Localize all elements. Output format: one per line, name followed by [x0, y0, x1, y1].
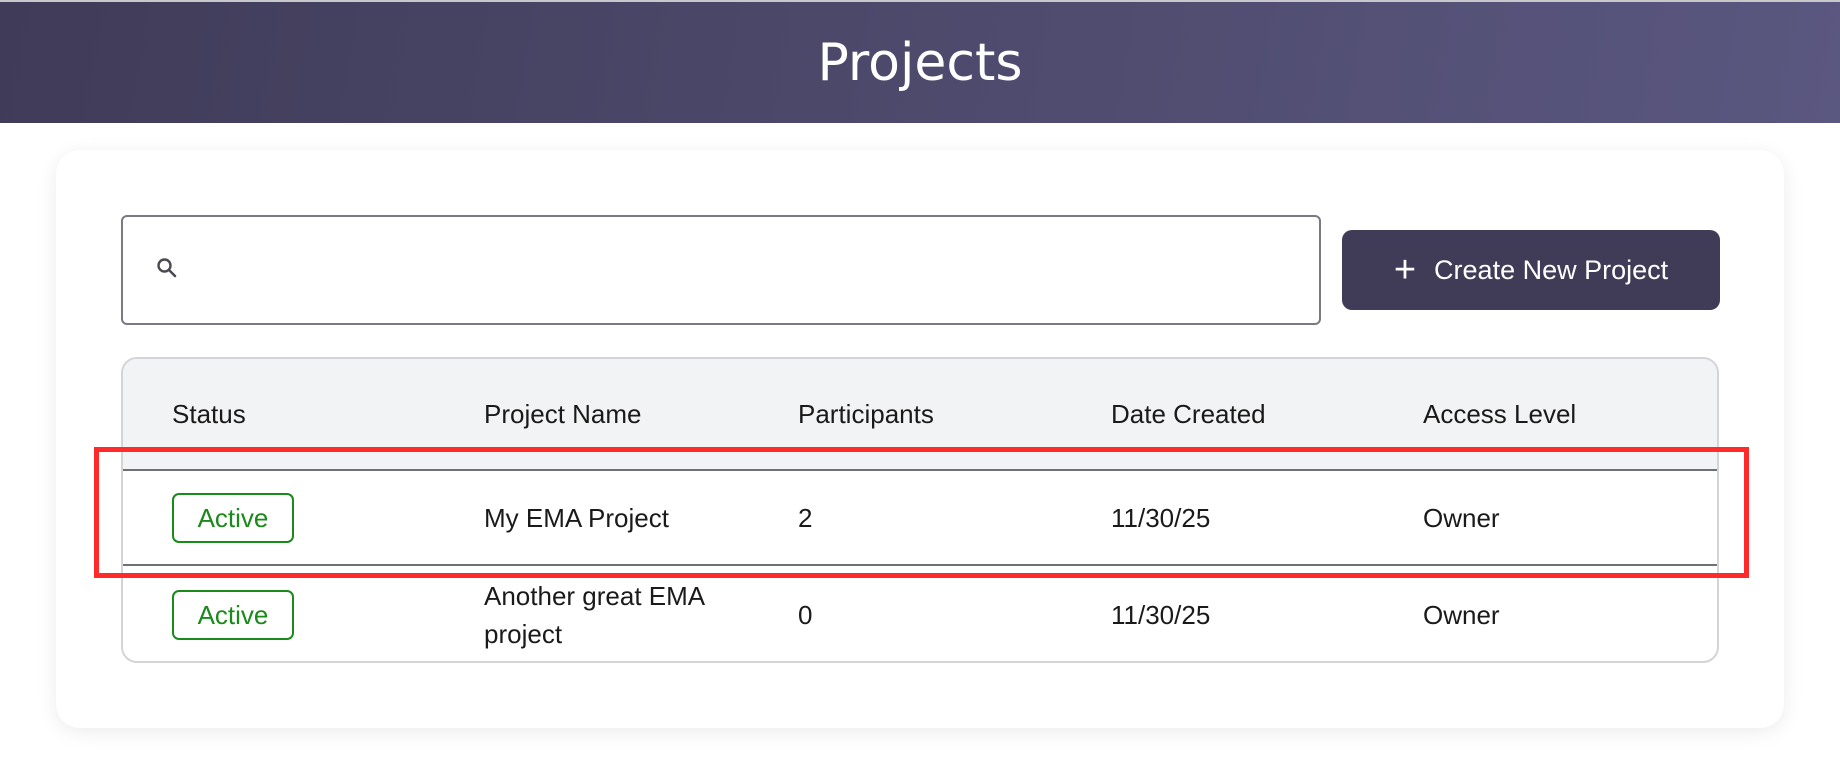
column-header-date-created[interactable]: Date Created: [1111, 399, 1266, 429]
participants-count: 2: [798, 502, 813, 533]
column-header-project-name[interactable]: Project Name: [484, 399, 642, 429]
project-name[interactable]: Another great EMA project: [484, 580, 704, 649]
top-border: [0, 0, 1840, 3]
projects-table: Status Project Name Participants Date Cr…: [121, 357, 1719, 663]
participants-count: 0: [798, 599, 813, 630]
search-field[interactable]: [121, 215, 1321, 325]
column-header-access-level[interactable]: Access Level: [1423, 399, 1577, 429]
search-icon: [155, 256, 179, 285]
column-header-status[interactable]: Status: [172, 399, 246, 429]
search-input[interactable]: [191, 217, 1319, 323]
status-badge: Active: [172, 589, 294, 640]
table-row[interactable]: Active My EMA Project 2 11/30/25 Owner: [123, 471, 1717, 566]
status-badge: Active: [172, 492, 294, 543]
column-header-participants[interactable]: Participants: [798, 399, 934, 429]
create-new-project-label: Create New Project: [1434, 254, 1669, 285]
project-name[interactable]: My EMA Project: [484, 502, 669, 533]
page-title: Projects: [817, 32, 1023, 93]
access-level: Owner: [1423, 502, 1500, 533]
table-header-row: Status Project Name Participants Date Cr…: [123, 359, 1717, 471]
date-created: 11/30/25: [1111, 599, 1211, 630]
date-created: 11/30/25: [1111, 502, 1211, 533]
access-level: Owner: [1423, 599, 1500, 630]
plus-icon: +: [1393, 249, 1417, 291]
create-new-project-button[interactable]: + Create New Project: [1342, 230, 1720, 310]
page-header: Projects: [0, 2, 1840, 123]
table-row[interactable]: Active Another great EMA project 0 11/30…: [123, 566, 1717, 661]
